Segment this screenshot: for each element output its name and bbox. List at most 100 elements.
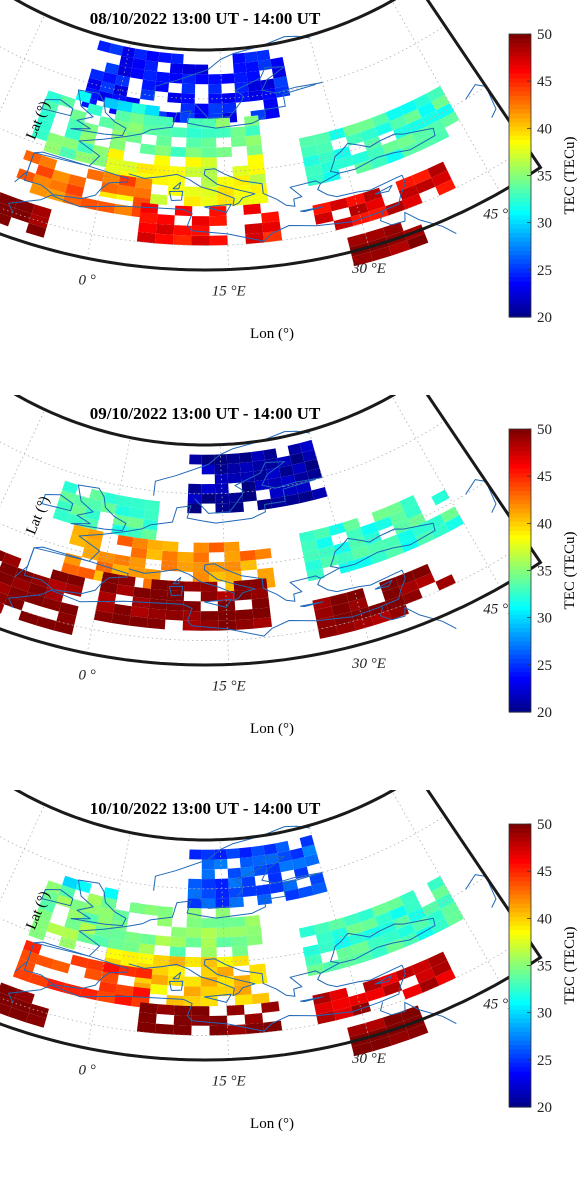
tec-cell <box>338 559 357 574</box>
colorbar-segment <box>509 903 531 909</box>
tec-cell <box>440 506 460 523</box>
coastline <box>317 174 403 198</box>
tec-cell <box>208 561 226 573</box>
colorbar-segment <box>509 495 531 501</box>
colorbar-segment <box>509 64 531 70</box>
colorbar-segment <box>509 468 531 474</box>
coastline <box>169 585 184 596</box>
tec-cell <box>260 78 276 91</box>
tec-cell <box>169 946 186 957</box>
tec-cell <box>182 73 196 85</box>
tec-cell <box>312 991 332 1006</box>
colorbar-segment <box>509 619 531 625</box>
tec-cell <box>103 492 119 505</box>
tec-cell <box>132 986 151 999</box>
colorbar-segment <box>509 308 531 314</box>
tec-cell <box>44 587 64 603</box>
tec-cell <box>140 202 159 215</box>
tec-cell <box>304 458 320 472</box>
colorbar-segment <box>509 290 531 296</box>
tec-cell <box>313 131 331 145</box>
colorbar-segment <box>509 1005 531 1011</box>
tec-cell <box>369 154 389 170</box>
colorbar-segment <box>509 263 531 269</box>
tec-cell <box>127 516 144 529</box>
colorbar-segment <box>509 1093 531 1099</box>
tec-cell <box>141 79 156 92</box>
colorbar-segment <box>509 863 531 869</box>
colorbar-segment <box>509 681 531 687</box>
coastline <box>169 980 184 991</box>
colorbar-segment <box>509 1062 531 1068</box>
colorbar-segment <box>509 961 531 967</box>
tec-cell <box>346 587 366 603</box>
colorbar-segment <box>509 952 531 958</box>
x-axis-label: Lon (°) <box>250 721 294 737</box>
tec-cell <box>209 235 228 246</box>
tec-cell <box>201 128 217 138</box>
tec-cell <box>201 464 215 475</box>
tec-cell <box>130 547 148 559</box>
meridian-line <box>308 430 370 643</box>
tec-cell <box>67 174 87 188</box>
colorbar-segment <box>509 228 531 234</box>
tec-cell <box>194 103 209 114</box>
tec-cell <box>186 917 202 928</box>
tec-cell <box>329 987 349 1002</box>
tec-cell <box>335 945 355 960</box>
tec-cell <box>230 916 246 928</box>
tec-cell <box>105 947 123 961</box>
colorbar-segment <box>509 908 531 914</box>
tec-cell <box>201 927 217 938</box>
tec-cell <box>61 136 80 151</box>
tec-cell <box>247 80 262 92</box>
tec-cell <box>347 1023 368 1038</box>
tec-cell <box>271 66 287 79</box>
tec-cell <box>191 216 210 226</box>
tec-cell <box>46 132 65 147</box>
tec-cell <box>231 945 249 957</box>
tec-cell <box>215 117 231 129</box>
tec-cell <box>267 477 283 490</box>
tec-cell <box>444 515 465 532</box>
tec-cell <box>154 145 172 157</box>
colorbar-segment <box>509 1098 531 1104</box>
tec-cell <box>298 885 314 899</box>
tec-cell <box>84 507 101 521</box>
colorbar-segment <box>509 166 531 172</box>
coastline <box>204 598 232 608</box>
colorbar-segment <box>509 241 531 247</box>
tec-cell <box>131 537 149 550</box>
coastline <box>23 151 129 200</box>
tec-cell <box>261 88 277 100</box>
tec-cell <box>354 554 373 570</box>
tec-cell <box>351 940 370 955</box>
tec-cell <box>131 58 146 70</box>
tec-cell <box>180 93 195 104</box>
colorbar-segment <box>509 1049 531 1055</box>
tec-cell <box>220 73 235 84</box>
colorbar-segment <box>509 91 531 97</box>
tec-cell <box>239 461 254 473</box>
y-axis-label: Lat (°) <box>23 494 53 537</box>
colorbar-segment <box>509 499 531 505</box>
tec-cell <box>214 463 228 475</box>
tec-cell <box>140 89 155 101</box>
colorbar-segment <box>509 832 531 838</box>
tec-cell <box>193 552 209 563</box>
tec-cell <box>417 101 436 118</box>
tec-cell <box>382 586 403 602</box>
colorbar-segment <box>509 1036 531 1042</box>
tec-cell <box>222 102 237 114</box>
colorbar-tick-label: 20 <box>537 310 552 326</box>
tec-cell <box>86 893 104 907</box>
tec-cell <box>165 609 184 621</box>
coastline <box>317 569 403 593</box>
tec-cell <box>157 116 174 128</box>
tec-cell <box>263 230 283 243</box>
tec-cell <box>185 937 202 948</box>
tec-cell <box>217 610 236 621</box>
tec-cell <box>224 551 241 562</box>
tec-cell <box>31 126 50 142</box>
tec-cell <box>124 931 141 944</box>
